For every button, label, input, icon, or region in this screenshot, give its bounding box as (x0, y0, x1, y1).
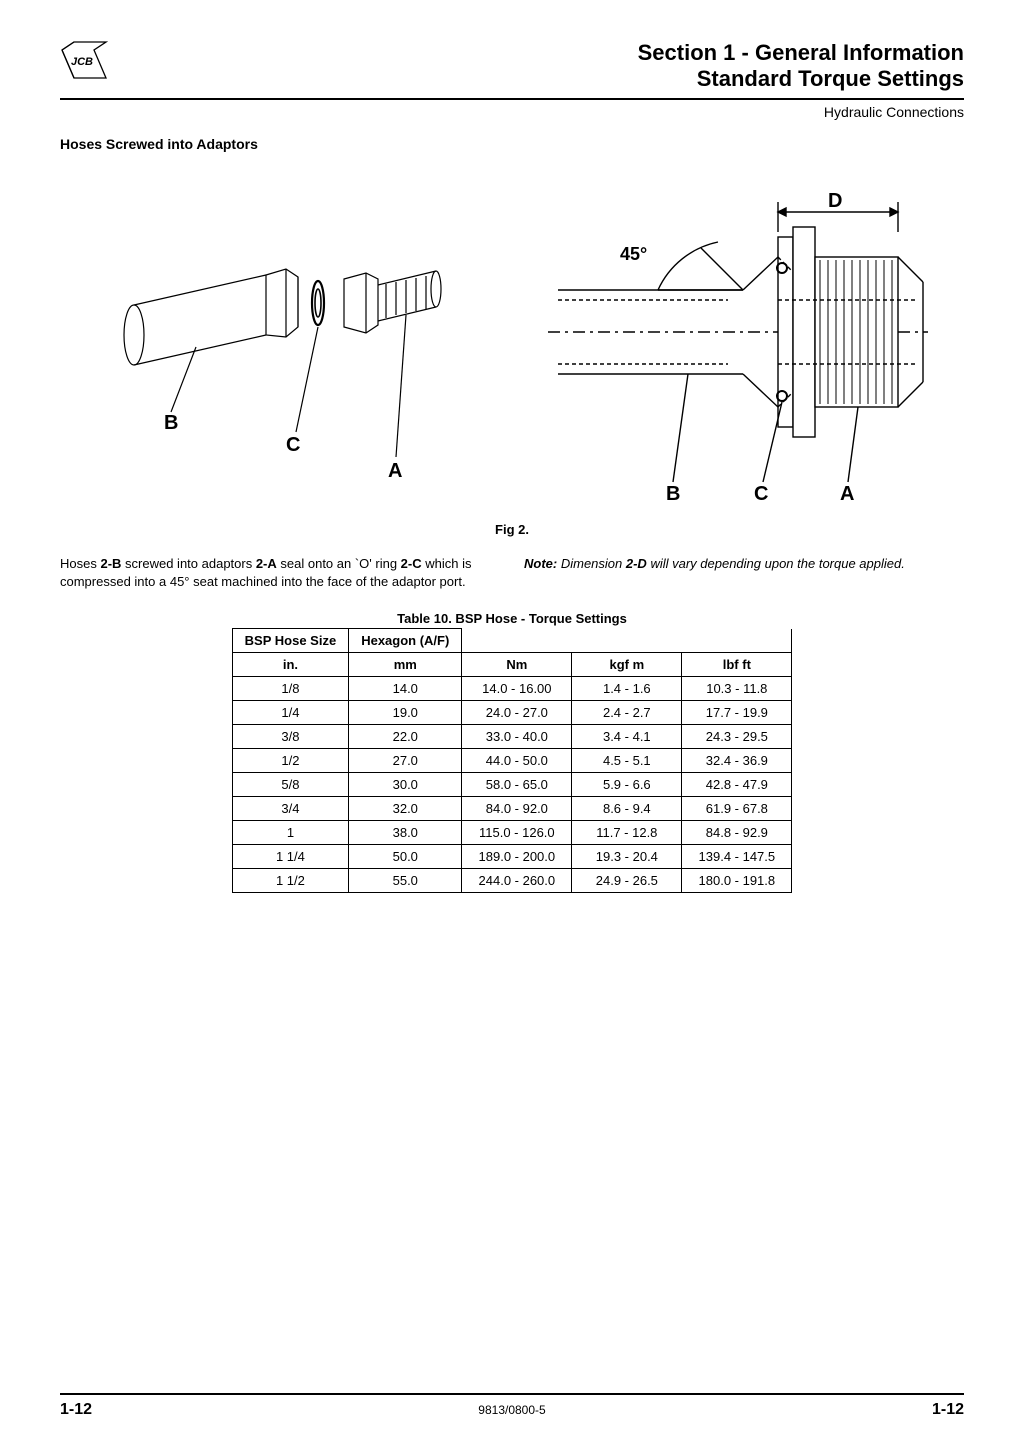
table-cell: 4.5 - 5.1 (572, 749, 682, 773)
table-cell: 1 1/4 (232, 845, 349, 869)
page-number-right: 1-12 (932, 1401, 964, 1419)
doc-number: 9813/0800-5 (478, 1403, 545, 1417)
table-cell: 61.9 - 67.8 (682, 797, 792, 821)
table-cell: 1/2 (232, 749, 349, 773)
body-text-columns: Hoses 2-B screwed into adaptors 2-A seal… (60, 555, 964, 591)
table-cell: 14.0 (349, 677, 462, 701)
table-cell: 24.9 - 26.5 (572, 869, 682, 893)
sub-header: Hydraulic Connections (60, 104, 964, 120)
table-cell: 27.0 (349, 749, 462, 773)
table-cell: 5.9 - 6.6 (572, 773, 682, 797)
jcb-logo-svg: JCB (60, 40, 108, 80)
fig-right-label-d: D (828, 190, 842, 212)
col-head-2 (462, 629, 572, 653)
fig-right-label-a: A (840, 483, 854, 505)
table-row: 1 1/450.0189.0 - 200.019.3 - 20.4139.4 -… (232, 845, 792, 869)
table-cell: 58.0 - 65.0 (462, 773, 572, 797)
table-cell: 1.4 - 1.6 (572, 677, 682, 701)
table-row: 1/227.044.0 - 50.04.5 - 5.132.4 - 36.9 (232, 749, 792, 773)
table-cell: 22.0 (349, 725, 462, 749)
subcol-3: kgf m (572, 653, 682, 677)
figure-right: D 45° B C A (512, 182, 964, 512)
table-cell: 1/8 (232, 677, 349, 701)
table-cell: 50.0 (349, 845, 462, 869)
col-head-0: BSP Hose Size (232, 629, 349, 653)
figure-caption: Fig 2. (60, 522, 964, 537)
table-cell: 14.0 - 16.00 (462, 677, 572, 701)
table-cell: 1/4 (232, 701, 349, 725)
table-cell: 55.0 (349, 869, 462, 893)
table-cell: 244.0 - 260.0 (462, 869, 572, 893)
fig-right-label-c: C (754, 483, 768, 505)
torque-table: BSP Hose Size Hexagon (A/F) in. mm Nm kg… (232, 628, 793, 893)
subcol-1: mm (349, 653, 462, 677)
table-cell: 10.3 - 11.8 (682, 677, 792, 701)
table-cell: 44.0 - 50.0 (462, 749, 572, 773)
figure-row: B C A (60, 182, 964, 512)
page-header: JCB Section 1 - General Information Stan… (60, 40, 964, 100)
table-cell: 19.0 (349, 701, 462, 725)
table-header-row-2: in. mm Nm kgf m lbf ft (232, 653, 792, 677)
table-cell: 24.3 - 29.5 (682, 725, 792, 749)
subcol-0: in. (232, 653, 349, 677)
table-cell: 5/8 (232, 773, 349, 797)
table-cell: 84.8 - 92.9 (682, 821, 792, 845)
svg-text:JCB: JCB (71, 56, 93, 68)
section-title-line2: Standard Torque Settings (638, 66, 964, 92)
table-row: 1/814.014.0 - 16.001.4 - 1.610.3 - 11.8 (232, 677, 792, 701)
table-header-row-1: BSP Hose Size Hexagon (A/F) (232, 629, 792, 653)
figure-left: B C A (60, 207, 512, 487)
section-heading: Hoses Screwed into Adaptors (60, 136, 964, 152)
table-cell: 189.0 - 200.0 (462, 845, 572, 869)
jcb-logo: JCB (60, 40, 108, 80)
table-row: 1 1/255.0244.0 - 260.024.9 - 26.5180.0 -… (232, 869, 792, 893)
subcol-4: lbf ft (682, 653, 792, 677)
table-cell: 180.0 - 191.8 (682, 869, 792, 893)
table-cell: 42.8 - 47.9 (682, 773, 792, 797)
fig-left-label-a: A (388, 460, 402, 482)
page-number-left: 1-12 (60, 1401, 92, 1419)
table-row: 1/419.024.0 - 27.02.4 - 2.717.7 - 19.9 (232, 701, 792, 725)
table-cell: 32.0 (349, 797, 462, 821)
table-cell: 139.4 - 147.5 (682, 845, 792, 869)
table-cell: 3/8 (232, 725, 349, 749)
body-text-right: Note: Dimension 2-D will vary depending … (524, 555, 964, 591)
page-footer: 1-12 9813/0800-5 1-12 (60, 1393, 964, 1419)
table-cell: 30.0 (349, 773, 462, 797)
figure-left-svg: B C A (86, 207, 486, 487)
table-row: 5/830.058.0 - 65.05.9 - 6.642.8 - 47.9 (232, 773, 792, 797)
table-cell: 115.0 - 126.0 (462, 821, 572, 845)
table-cell: 32.4 - 36.9 (682, 749, 792, 773)
table-row: 138.0115.0 - 126.011.7 - 12.884.8 - 92.9 (232, 821, 792, 845)
body-text-left: Hoses 2-B screwed into adaptors 2-A seal… (60, 555, 500, 591)
table-cell: 3.4 - 4.1 (572, 725, 682, 749)
table-caption: Table 10. BSP Hose - Torque Settings (60, 611, 964, 626)
table-cell: 3/4 (232, 797, 349, 821)
table-row: 3/822.033.0 - 40.03.4 - 4.124.3 - 29.5 (232, 725, 792, 749)
fig-right-label-b: B (666, 483, 680, 505)
table-cell: 1 (232, 821, 349, 845)
col-head-1: Hexagon (A/F) (349, 629, 462, 653)
table-cell: 1 1/2 (232, 869, 349, 893)
table-cell: 17.7 - 19.9 (682, 701, 792, 725)
table-cell: 24.0 - 27.0 (462, 701, 572, 725)
table-cell: 38.0 (349, 821, 462, 845)
table-cell: 19.3 - 20.4 (572, 845, 682, 869)
col-head-4 (682, 629, 792, 653)
col-head-3 (572, 629, 682, 653)
table-cell: 2.4 - 2.7 (572, 701, 682, 725)
figure-right-svg: D 45° B C A (528, 182, 948, 512)
table-row: 3/432.084.0 - 92.08.6 - 9.461.9 - 67.8 (232, 797, 792, 821)
fig-left-label-c: C (286, 434, 300, 456)
header-title-block: Section 1 - General Information Standard… (638, 40, 964, 92)
table-cell: 11.7 - 12.8 (572, 821, 682, 845)
subcol-2: Nm (462, 653, 572, 677)
table-cell: 8.6 - 9.4 (572, 797, 682, 821)
fig-left-label-b: B (164, 412, 178, 434)
table-cell: 84.0 - 92.0 (462, 797, 572, 821)
table-cell: 33.0 - 40.0 (462, 725, 572, 749)
section-title-line1: Section 1 - General Information (638, 40, 964, 66)
fig-right-label-angle: 45° (620, 244, 647, 264)
